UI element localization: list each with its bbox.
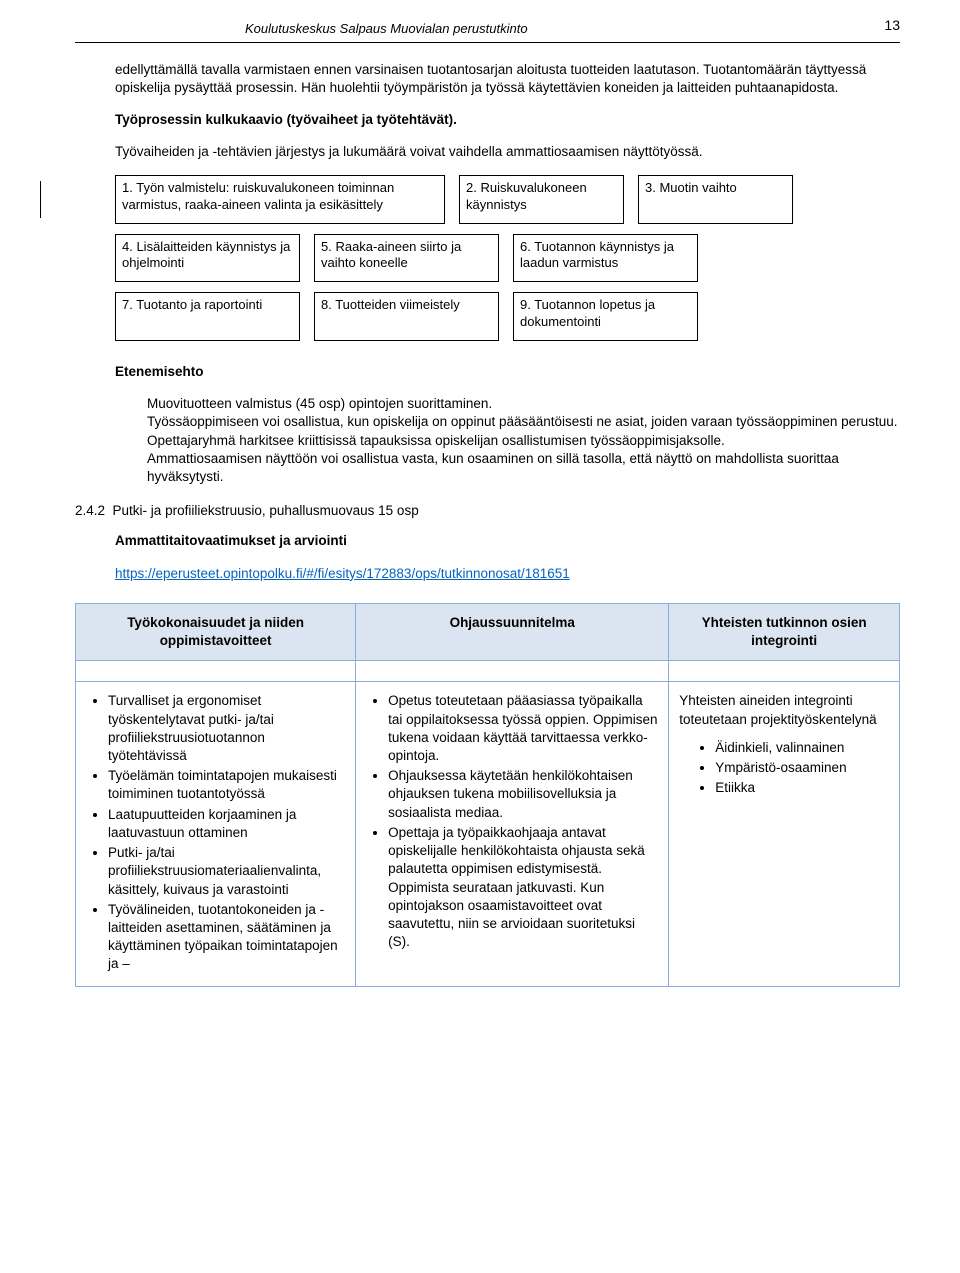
flow-step-8: 8. Tuotteiden viimeistely xyxy=(314,292,499,341)
list-item: Työvälineiden, tuotantokoneiden ja -lait… xyxy=(108,901,345,974)
flow-step-4: 4. Lisälaitteiden käynnistys ja ohjelmoi… xyxy=(115,234,300,283)
th-col3: Yhteisten tutkinnon osien integrointi xyxy=(669,603,900,660)
cell-col1: Turvalliset ja ergonomiset työskentelyta… xyxy=(76,682,356,986)
change-bar xyxy=(40,181,41,218)
flow-step-6: 6. Tuotannon käynnistys ja laadun varmis… xyxy=(513,234,698,283)
flow-step-3: 3. Muotin vaihto xyxy=(638,175,793,224)
flowchart-row-1: 1. Työn valmistelu: ruiskuvalukoneen toi… xyxy=(115,175,900,224)
intro-p3: Työvaiheiden ja -tehtävien järjestys ja … xyxy=(115,143,900,161)
plan-table: Työkokonaisuudet ja niiden oppimistavoit… xyxy=(75,603,900,987)
section-2-4-2: 2.4.2 Putki- ja profiiliekstruusio, puha… xyxy=(75,502,900,520)
table-row: Turvalliset ja ergonomiset työskentelyta… xyxy=(76,682,900,986)
flowchart-row-3: 7. Tuotanto ja raportointi 8. Tuotteiden… xyxy=(115,292,900,341)
subsection-heading: Ammattitaitovaatimukset ja arviointi xyxy=(115,532,900,550)
list-item: Opetus toteutetaan pääasiassa työpaikall… xyxy=(388,692,658,765)
list-item: Etiikka xyxy=(715,779,889,797)
flowchart-row-1-wrap: 1. Työn valmistelu: ruiskuvalukoneen toi… xyxy=(115,175,900,224)
list-item: Ympäristö-osaaminen xyxy=(715,759,889,777)
list-item: Ohjauksessa käytetään henkilökohtaisen o… xyxy=(388,767,658,822)
th-col2: Ohjaussuunnitelma xyxy=(356,603,669,660)
list-item: Putki- ja/tai profiiliekstruusiomateriaa… xyxy=(108,844,345,899)
section-title: Putki- ja profiiliekstruusio, puhallusmu… xyxy=(113,503,419,518)
etenemisehto-body: Muovituotteen valmistus (45 osp) opintoj… xyxy=(147,395,900,486)
list-item: Opettaja ja työpaikkaohjaaja antavat opi… xyxy=(388,824,658,952)
header-divider xyxy=(75,42,900,43)
flowchart-row-2: 4. Lisälaitteiden käynnistys ja ohjelmoi… xyxy=(115,234,900,283)
eperusteet-link[interactable]: https://eperusteet.opintopolku.fi/#/fi/e… xyxy=(115,566,570,581)
doc-title: Koulutuskeskus Salpaus Muovialan perustu… xyxy=(245,20,900,38)
flow-step-9: 9. Tuotannon lopetus ja dokumentointi xyxy=(513,292,698,341)
etenemisehto-heading: Etenemisehto xyxy=(115,363,900,381)
flow-step-7: 7. Tuotanto ja raportointi xyxy=(115,292,300,341)
page-number: 13 xyxy=(884,16,900,35)
cell-col3: Yhteisten aineiden integrointi toteuteta… xyxy=(669,682,900,986)
flow-step-1: 1. Työn valmistelu: ruiskuvalukoneen toi… xyxy=(115,175,445,224)
section-number: 2.4.2 xyxy=(75,503,105,518)
flow-step-2: 2. Ruiskuvalukoneen käynnistys xyxy=(459,175,624,224)
list-item: Laatupuutteiden korjaaminen ja laatuvast… xyxy=(108,806,345,842)
intro-p1: edellyttämällä tavalla varmistaen ennen … xyxy=(115,61,900,97)
list-item: Äidinkieli, valinnainen xyxy=(715,739,889,757)
page-header: Koulutuskeskus Salpaus Muovialan perustu… xyxy=(75,20,900,38)
th-col1: Työkokonaisuudet ja niiden oppimistavoit… xyxy=(76,603,356,660)
flow-step-5: 5. Raaka-aineen siirto ja vaihto koneell… xyxy=(314,234,499,283)
list-item: Turvalliset ja ergonomiset työskentelyta… xyxy=(108,692,345,765)
col3-intro: Yhteisten aineiden integrointi toteuteta… xyxy=(679,692,889,728)
list-item: Työelämän toimintatapojen mukaisesti toi… xyxy=(108,767,345,803)
flowchart-heading: Työprosessin kulkukaavio (työvaiheet ja … xyxy=(115,111,900,129)
cell-col2: Opetus toteutetaan pääasiassa työpaikall… xyxy=(356,682,669,986)
